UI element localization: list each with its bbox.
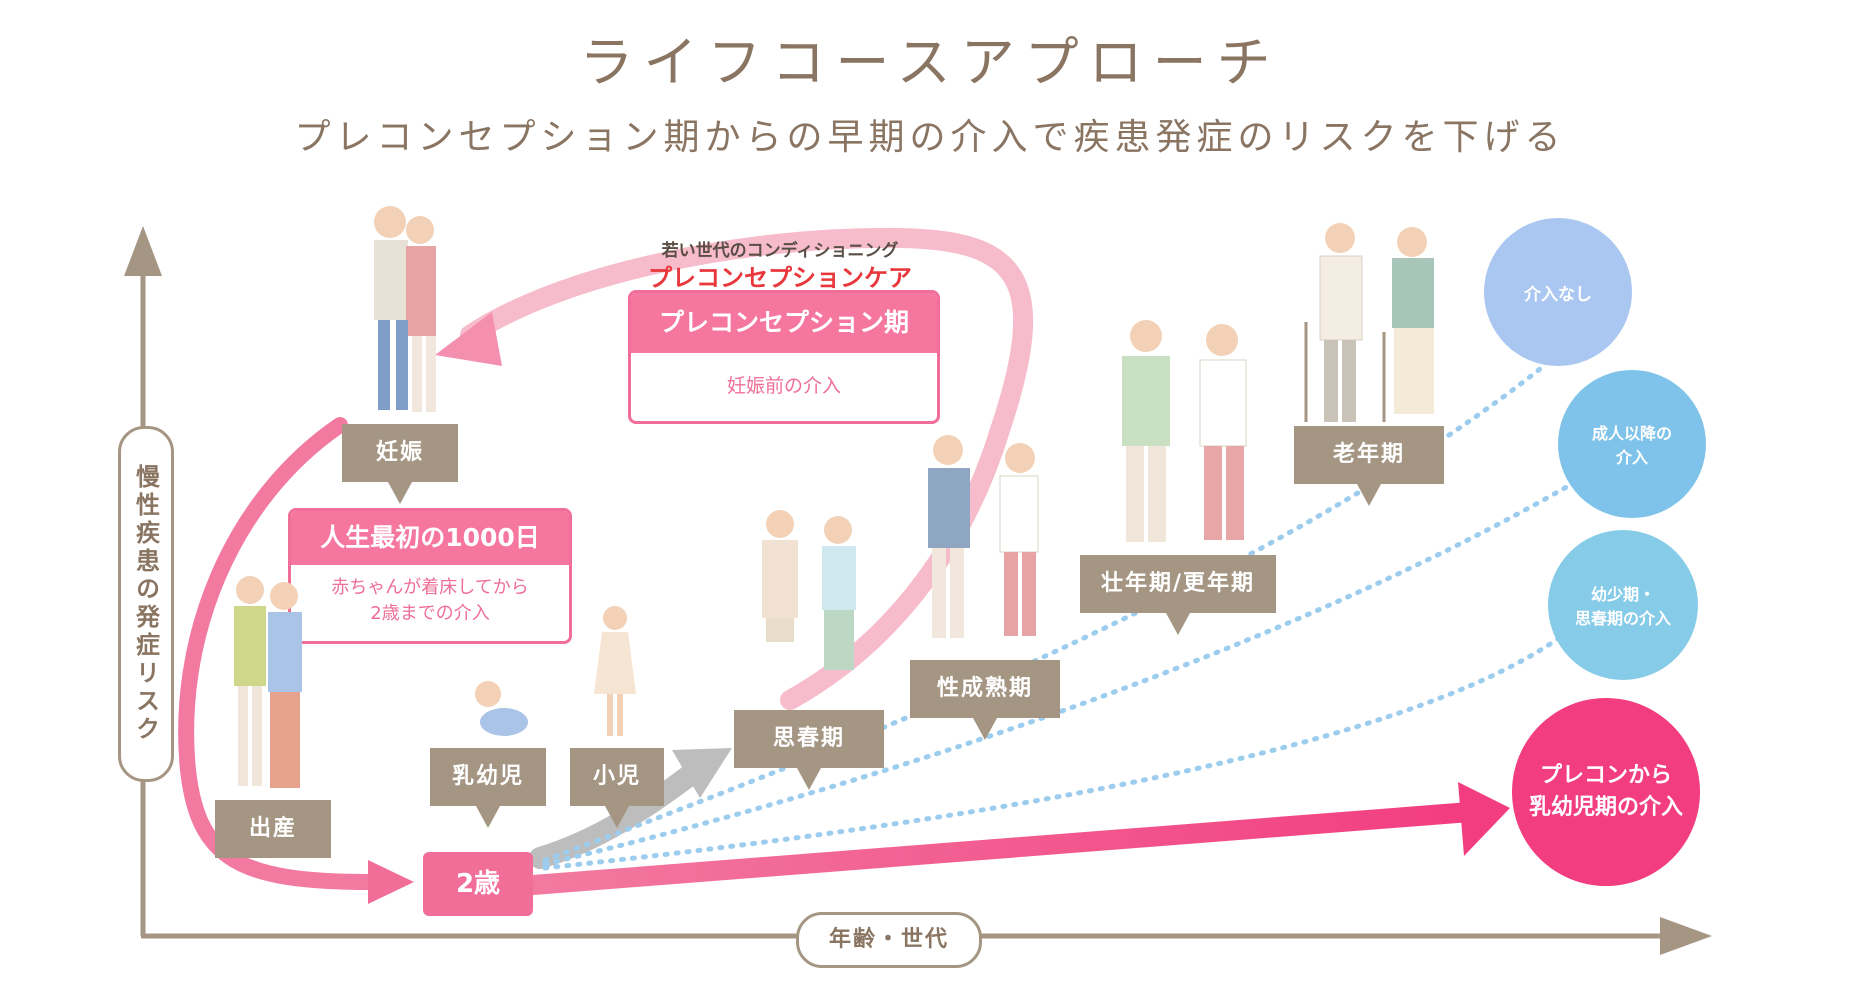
stage-middle-age: 壮年期/更年期	[1080, 555, 1276, 635]
outcome-precon-line1: プレコンから	[1539, 763, 1672, 788]
child-icon	[594, 606, 636, 736]
middle-aged-couple-icon	[1122, 320, 1247, 542]
first-1000-days-body-line2: 2歳までの介入	[370, 603, 490, 624]
outcome-no-intervention-label: 介入なし	[1524, 284, 1592, 305]
outcome-adult-intervention: 成人以降の 介入	[1558, 370, 1706, 518]
stage-two-years: 2歳	[423, 852, 533, 916]
diagram-subtitle: プレコンセプション期からの早期の介入で疾患発症のリスクを下げる	[294, 117, 1566, 158]
outcome-youth-line1: 幼少期・	[1590, 585, 1655, 604]
outcome-no-intervention: 介入なし	[1484, 218, 1632, 366]
outcome-precon-line2: 乳幼児期の介入	[1528, 795, 1683, 820]
stage-pregnancy: 妊娠	[342, 424, 458, 504]
y-axis-label: 慢性疾患の発症リスク	[118, 426, 174, 782]
stage-maturity: 性成熟期	[910, 660, 1060, 740]
main-outcome-arrow	[523, 782, 1510, 895]
preconception-loop-arrow	[435, 227, 1034, 710]
stage-child: 小児	[570, 748, 664, 828]
x-axis-label: 年齢・世代	[796, 912, 982, 968]
first-1000-days-box: 人生最初の1000日 赤ちゃんが着床してから 2歳までの介入	[288, 508, 572, 644]
preconception-box-title: プレコンセプション期	[631, 293, 937, 353]
preconception-box: プレコンセプション期 妊娠前の介入	[628, 290, 940, 424]
pregnant-couple-icon	[374, 206, 436, 412]
first-1000-days-title: 人生最初の1000日	[291, 511, 569, 565]
stage-puberty: 思春期	[734, 710, 884, 790]
preconception-box-body: 妊娠前の介入	[726, 375, 841, 397]
outcome-youth-intervention: 幼少期・ 思春期の介入	[1548, 530, 1698, 680]
outcome-adult-line2: 介入	[1615, 448, 1648, 467]
stage-infant: 乳幼児	[430, 748, 546, 828]
diagram-title: ライフコースアプローチ	[579, 31, 1281, 94]
preconception-caption-top: 若い世代のコンディショニング	[661, 241, 899, 261]
dotted-curves	[542, 362, 1573, 871]
outcome-preconception-intervention: プレコンから 乳幼児期の介入	[1512, 698, 1700, 886]
first-1000-days-arrow	[178, 417, 414, 904]
elderly-couple-icon	[1304, 223, 1434, 422]
stage-birth: 出産	[215, 800, 331, 858]
first-1000-days-body-line1: 赤ちゃんが着床してから	[331, 577, 529, 598]
outcome-youth-line2: 思春期の介入	[1574, 609, 1671, 628]
parents-with-baby-icon	[234, 576, 302, 788]
young-adults-icon	[928, 435, 1039, 638]
crawling-baby-icon	[475, 681, 528, 736]
stage-old-age: 老年期	[1294, 426, 1444, 506]
preconception-caption-main: プレコンセプションケア	[648, 264, 912, 292]
outcome-adult-line1: 成人以降の	[1591, 424, 1672, 443]
teen-couple-icon	[762, 510, 856, 670]
